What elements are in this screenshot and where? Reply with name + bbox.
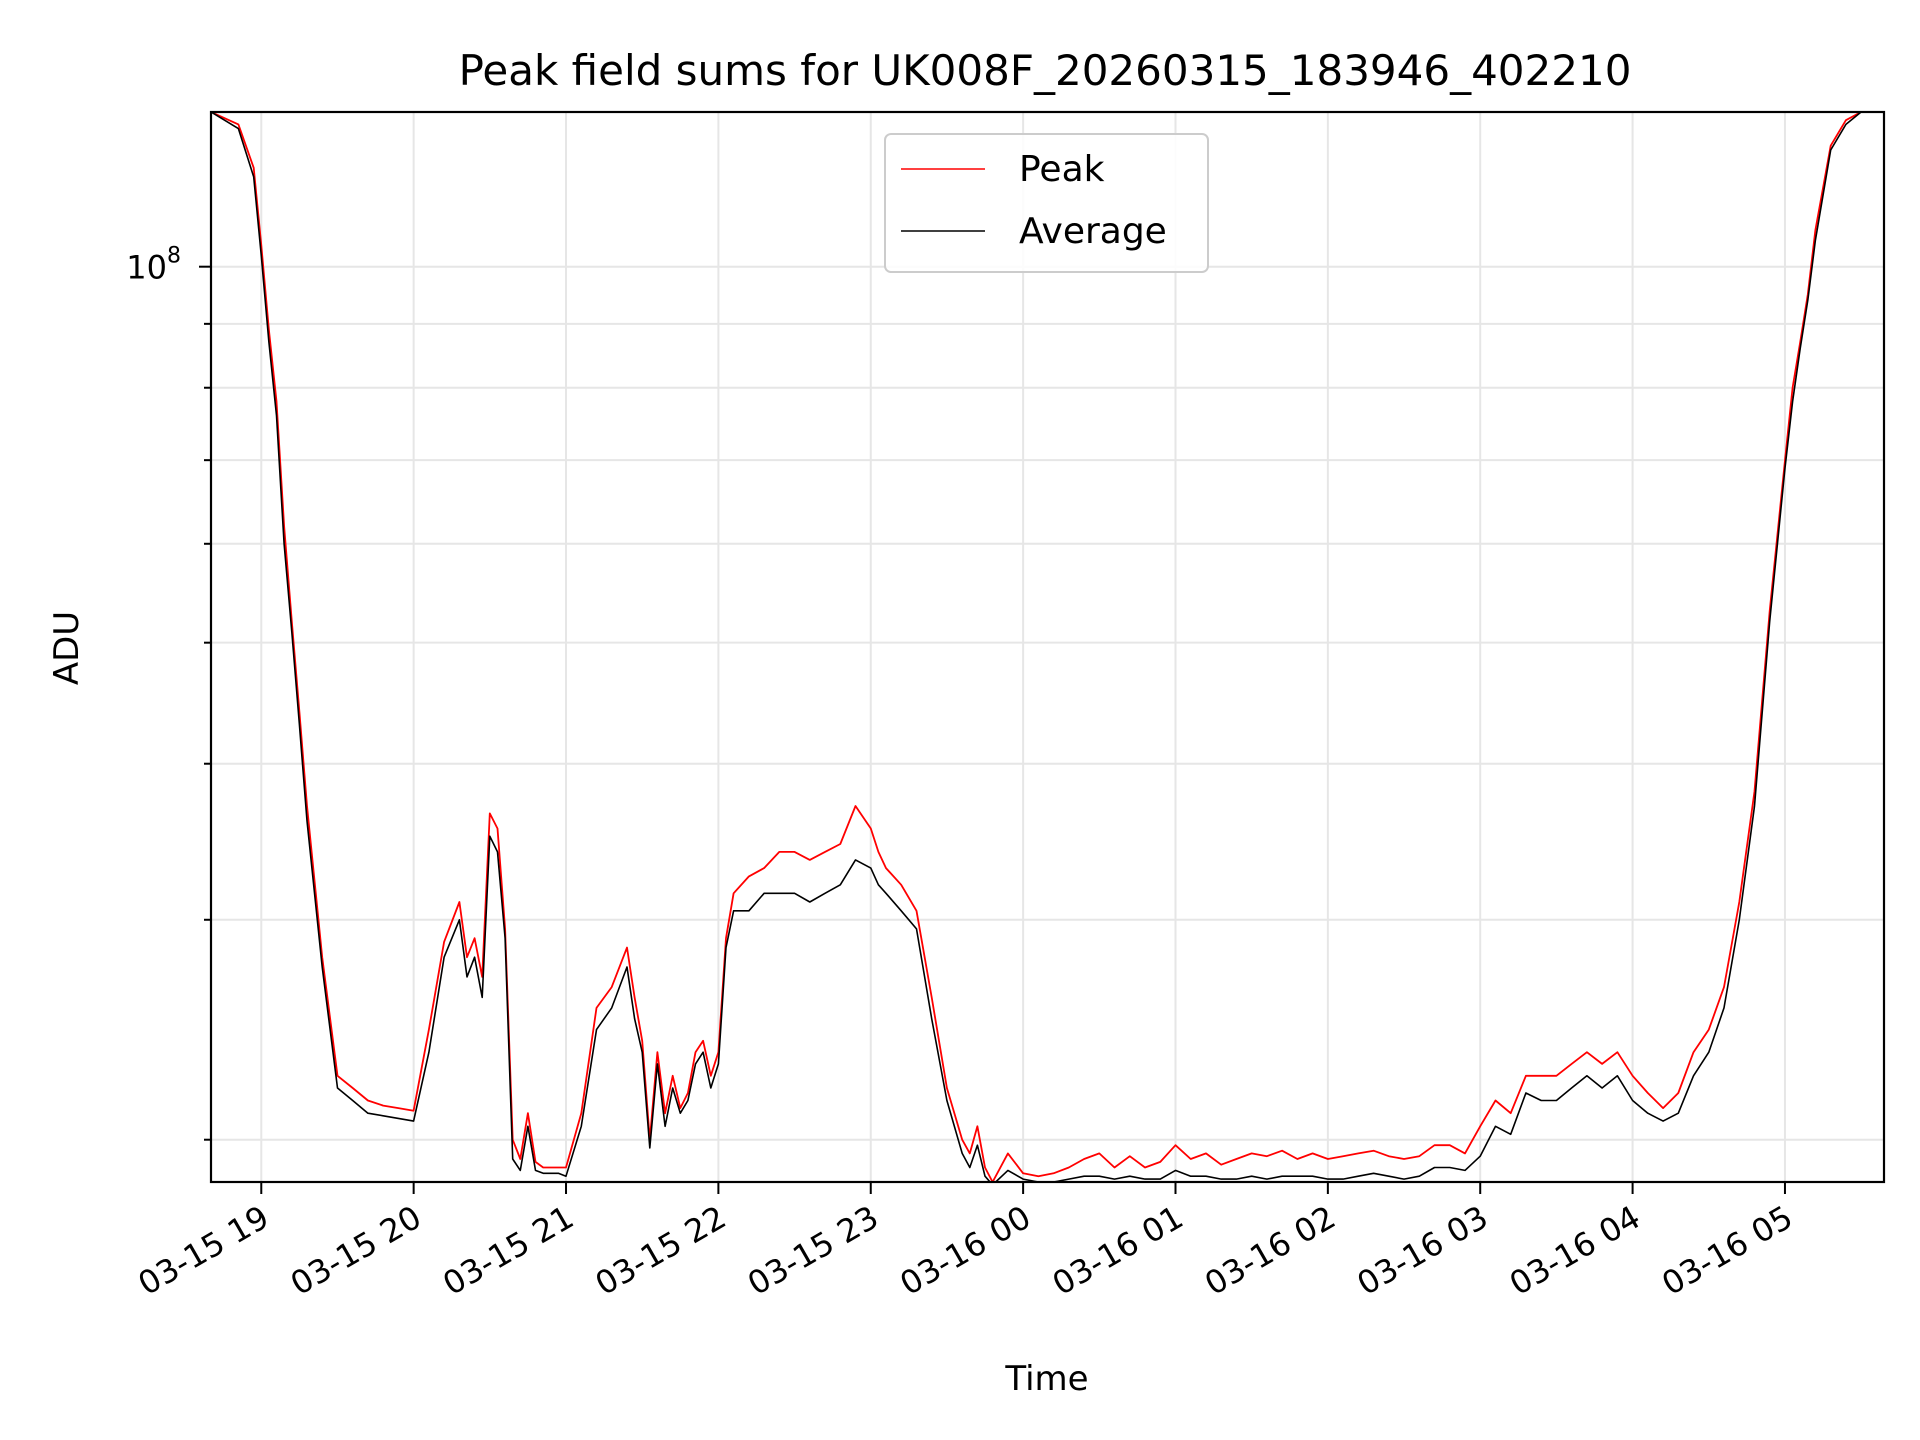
y-axis: 108 [126,244,211,1141]
legend-label-average: Average [1019,211,1167,252]
series-line-peak [211,112,1884,1182]
legend: Peak Average [884,133,1209,273]
x-axis-label: Time [1004,1359,1088,1399]
y-axis-label: ADU [47,611,87,685]
plot-frame [209,110,1886,1184]
legend-label-peak: Peak [1019,149,1105,190]
y-tick-label-base: 10 [126,249,167,287]
series-line-average [211,112,1884,1182]
chart-title: Peak field sums for UK008F_20260315_1839… [459,46,1632,95]
series-layer [211,112,1884,1182]
grid [211,112,1884,1182]
y-tick-label: 108 [126,244,181,287]
y-tick-label-exponent: 8 [167,244,181,269]
